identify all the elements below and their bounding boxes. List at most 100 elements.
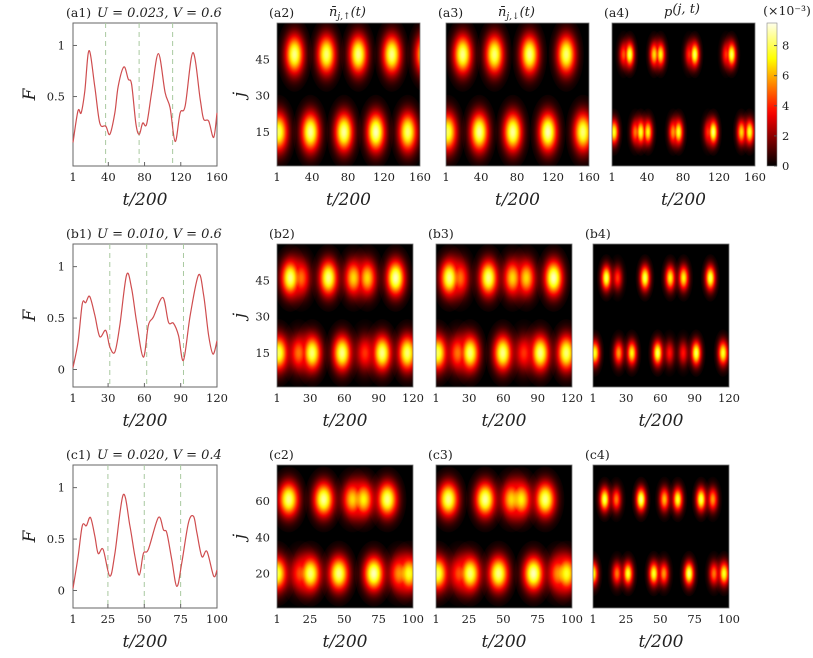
x-tick-label: 100 — [402, 612, 424, 626]
heatmap-blob — [340, 23, 376, 92]
heatmap-blob — [548, 319, 572, 387]
x-axis-label: t/200 — [322, 632, 367, 652]
x-tick-label: 50 — [337, 612, 352, 626]
x-tick-label: 40 — [305, 170, 320, 184]
heatmap-blob — [304, 466, 343, 533]
x-tick-label: 90 — [371, 391, 386, 405]
colorbar-tick-label: 0 — [782, 159, 789, 173]
title-symbol: n̄ — [329, 5, 337, 20]
heatmap-blob — [508, 244, 544, 312]
y-axis-label: F — [20, 529, 40, 543]
heatmap-blob — [446, 23, 481, 92]
heatmap-blob — [495, 94, 531, 166]
x-tick-label: 75 — [173, 612, 188, 626]
colorbar-tick-label: 2 — [782, 129, 789, 143]
x-tick-label: 120 — [373, 170, 395, 184]
colorbar-tick-label: 6 — [782, 69, 789, 83]
heatmap-blob — [452, 319, 488, 387]
heatmap-blob — [436, 466, 468, 533]
panel-label: (b1) — [66, 226, 92, 241]
heatmap-blob — [368, 466, 407, 533]
colorbar: 0 2 4 6 8 (×10⁻³) — [763, 3, 811, 173]
x-tick-label: 90 — [687, 391, 702, 405]
heatmap-blob — [651, 30, 670, 79]
y-tick-label: 15 — [255, 125, 270, 139]
panel-a3: (a3) n̄j,↓(t) 1 40 80 120 160 t/200 — [438, 5, 600, 210]
heatmap-frame — [435, 464, 573, 609]
heatmap-blobs — [593, 465, 729, 608]
x-tick-label: 120 — [542, 170, 564, 184]
x-tick-label: 30 — [101, 391, 116, 405]
heatmap-frame — [435, 243, 573, 388]
x-tick-label: 80 — [676, 170, 691, 184]
panel-c3: (c3) 1 25 50 75 100 t/200 — [428, 447, 583, 652]
x-tick-label: 1 — [69, 170, 76, 184]
y-tick-label: 30 — [255, 89, 270, 103]
panel-title: n̄j,↓(t) — [498, 5, 535, 22]
heatmap-blobs — [436, 465, 572, 608]
x-tick-label: 1 — [589, 612, 596, 626]
x-tick-label: 50 — [137, 612, 152, 626]
x-tick-label: 1 — [432, 391, 439, 405]
heatmap-blob — [713, 329, 729, 377]
heatmap-blob — [699, 108, 718, 156]
panel-title: U = 0.020, V = 0.4 — [97, 448, 222, 463]
x-axis-label: t/200 — [122, 632, 167, 652]
title-symbol: p — [664, 5, 673, 20]
panel-label: (a3) — [438, 5, 463, 20]
heatmap-blob — [686, 329, 706, 377]
x-tick-label: 160 — [206, 170, 228, 184]
plot-area — [72, 464, 218, 609]
x-tick-label: 100 — [561, 612, 583, 626]
x-tick-label: 1 — [273, 170, 280, 184]
x-tick-label: 30 — [619, 391, 634, 405]
x-tick-label: 1 — [69, 391, 76, 405]
x-tick-label: 80 — [137, 170, 152, 184]
heatmap-blob — [622, 329, 642, 377]
y-axis-label: F — [20, 308, 40, 322]
x-tick-label: 80 — [341, 170, 356, 184]
heatmap-frame — [276, 243, 414, 388]
panel-title: p(j, t) — [664, 2, 700, 20]
heatmap-blob — [548, 23, 584, 92]
heatmap-blob — [631, 476, 651, 523]
panel-label: (a1) — [66, 5, 91, 20]
heatmap-frame — [276, 22, 421, 167]
x-tick-label: 80 — [510, 170, 525, 184]
heatmap-blob — [740, 108, 755, 156]
heatmap-blob — [450, 540, 490, 607]
heatmap-blob — [390, 94, 420, 166]
x-tick-label: 25 — [462, 612, 477, 626]
heatmap-blobs — [277, 465, 413, 608]
heatmap-frame — [611, 22, 756, 167]
x-tick-label: 75 — [371, 612, 386, 626]
panel-label: (c2) — [269, 447, 294, 462]
title-argument: (j, t) — [672, 2, 700, 17]
heatmap-blob — [319, 540, 359, 607]
heatmap-blob — [374, 23, 410, 92]
heatmap-blob — [679, 550, 699, 597]
heatmap-blob — [668, 476, 688, 523]
heatmap-blob — [446, 94, 466, 166]
heatmap-blobs — [436, 244, 572, 387]
x-tick-label: 120 — [708, 170, 730, 184]
heatmap-blob — [511, 23, 548, 92]
x-tick-label: 1 — [273, 612, 280, 626]
y-tick-label: 40 — [255, 530, 270, 544]
heatmap-blob — [465, 466, 505, 533]
heatmap-blob — [654, 550, 674, 597]
heatmap-blob — [406, 23, 420, 91]
colorbar-tick-label: 4 — [782, 99, 789, 113]
panel-label: (b3) — [428, 226, 454, 241]
heatmap-blob — [530, 94, 566, 166]
heatmap-blob — [378, 244, 413, 312]
x-tick-label: 120 — [206, 391, 228, 405]
colorbar-gradient — [766, 22, 778, 167]
heatmap-blob — [669, 108, 688, 156]
panel-b4: (b4) 1 30 60 90 120 t/200 — [585, 226, 740, 431]
x-tick-label: 60 — [653, 391, 668, 405]
heatmap-frame — [276, 464, 414, 609]
x-tick-label: 30 — [303, 391, 318, 405]
y-tick-label: 45 — [255, 52, 270, 66]
